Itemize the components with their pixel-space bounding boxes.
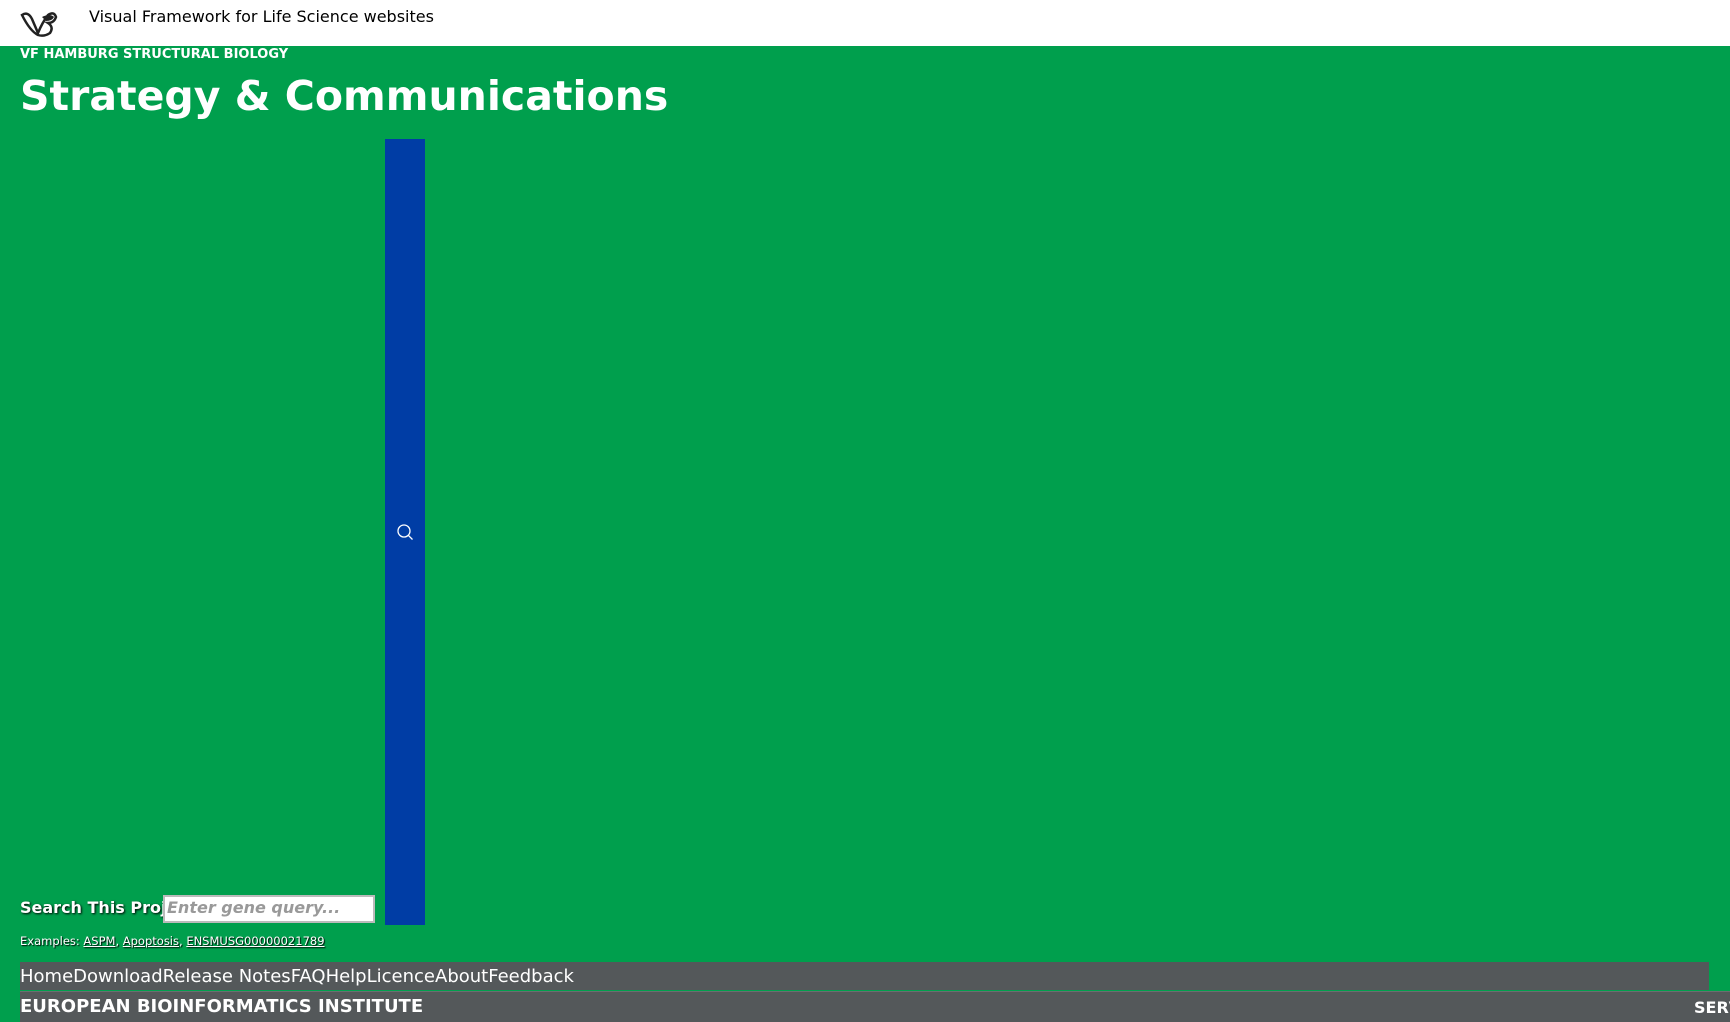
search-input[interactable]: Enter gene query...: [163, 895, 375, 923]
nav-link[interactable]: Licence: [366, 965, 435, 987]
nav-link[interactable]: Help: [325, 965, 367, 987]
separator: ,: [179, 934, 187, 948]
separator: ,: [115, 934, 123, 948]
nav-link[interactable]: Download: [73, 965, 163, 987]
nav-link[interactable]: Feedback: [488, 965, 574, 987]
search-label: Search This Project: [20, 898, 195, 917]
nav-bar: Home Download Release Notes FAQ Help Licence A…: [20, 962, 1709, 990]
examples: Examples: ASPM, Apoptosis, ENSMUSG000000…: [20, 934, 325, 948]
nav-link[interactable]: FAQ: [290, 965, 326, 987]
nav-link[interactable]: Release Notes: [162, 965, 291, 987]
top-bar: Visual Framework for Life Science websit…: [0, 0, 1730, 46]
nav-link[interactable]: Home: [20, 965, 74, 987]
search-button[interactable]: [385, 139, 425, 925]
banner-eyebrow: VF HAMBURG STRUCTURAL BIOLOGY: [20, 47, 289, 62]
example-link[interactable]: ASPM: [83, 934, 116, 948]
site-title[interactable]: Visual Framework for Life Science websit…: [89, 7, 434, 26]
search-icon: [397, 524, 413, 540]
footer-bar: EUROPEAN BIOINFORMATICS INSTITUTE SERV: [20, 991, 1730, 1022]
logo[interactable]: [20, 9, 58, 37]
nav-link[interactable]: About: [435, 965, 489, 987]
footer-title[interactable]: EUROPEAN BIOINFORMATICS INSTITUTE: [20, 996, 424, 1017]
banner-title: Strategy & Communications: [20, 72, 669, 120]
examples-label: Examples:: [20, 934, 80, 948]
example-link[interactable]: Apoptosis: [122, 934, 179, 948]
footer-right[interactable]: SERV: [1694, 998, 1730, 1017]
example-link[interactable]: ENSMUSG00000021789: [186, 934, 325, 948]
